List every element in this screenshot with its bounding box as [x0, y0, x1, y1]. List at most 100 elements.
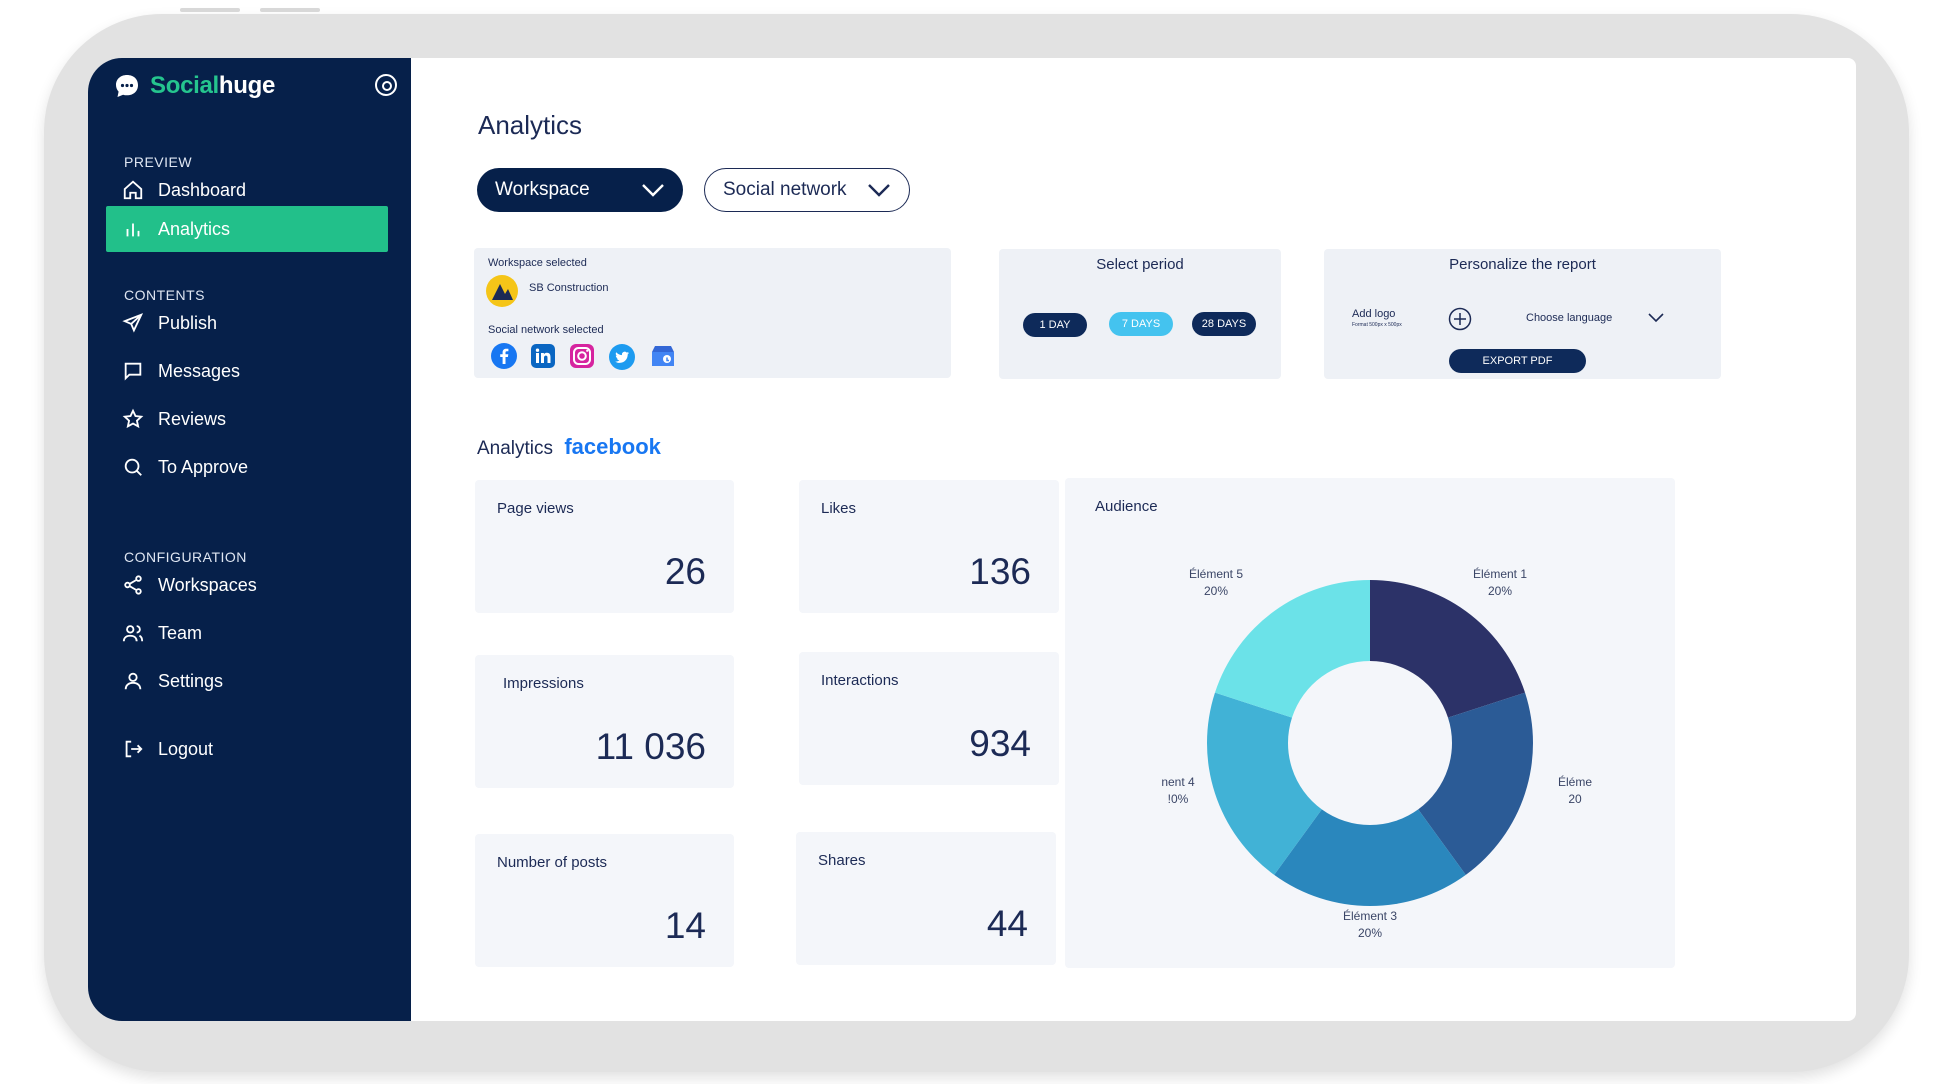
chevron-down-icon [642, 184, 664, 197]
sidebar-item-settings[interactable]: Settings [106, 658, 388, 704]
section-configuration: CONFIGURATION [124, 549, 247, 565]
period-1-day-button[interactable]: 1 DAY [1023, 313, 1087, 337]
sidebar-item-label: Workspaces [158, 574, 257, 595]
add-logo-icon[interactable] [1448, 307, 1472, 331]
metric-label: Number of posts [497, 854, 608, 871]
pie-label-4: nent 4 !0% [1153, 774, 1203, 808]
brand-name-part1: Social [150, 72, 219, 99]
sidebar-item-label: Messages [158, 360, 241, 381]
period-panel: Select period 1 DAY 7 DAYS 28 DAYS [999, 249, 1281, 379]
metric-label: Impressions [503, 675, 584, 692]
brand-name: Socialhuge [150, 72, 275, 100]
pie-slice-3 [1274, 809, 1466, 906]
pie-slice-4 [1207, 692, 1322, 875]
home-icon [123, 180, 143, 200]
workspace-selected-label: Workspace selected [488, 257, 587, 269]
sidebar-item-reviews[interactable]: Reviews [106, 396, 388, 442]
metric-label: Shares [818, 852, 866, 869]
export-pdf-button[interactable]: EXPORT PDF [1449, 349, 1586, 373]
section-contents: CONTENTS [124, 287, 205, 303]
pie-label-2: Éléme 20 [1545, 774, 1605, 808]
network-selected-label: Social network selected [488, 324, 604, 336]
sidebar: Socialhuge PREVIEW Dashboard Analytics C… [88, 58, 411, 1021]
sidebar-item-label: Reviews [158, 408, 227, 429]
sidebar-item-to-approve[interactable]: To Approve [106, 444, 388, 490]
metric-value: 934 [969, 723, 1031, 764]
period-title: Select period [1096, 256, 1184, 273]
pie-slice-2 [1418, 692, 1533, 875]
metric-label: Likes [821, 500, 857, 517]
period-7-days-button[interactable]: 7 DAYS [1109, 312, 1173, 336]
metric-value: 11 036 [595, 726, 706, 767]
page-title: Analytics [478, 110, 583, 140]
pie-label-1-pct: 20% [1487, 584, 1513, 598]
metric-card-likes: Likes 136 [799, 480, 1059, 613]
facebook-icon[interactable] [491, 343, 517, 369]
pie-label-1: Élément 1 20% [1465, 566, 1535, 600]
audience-panel: Audience Élément 1 20% Éléme 20 Élément 3 2… [1065, 478, 1675, 968]
search-icon [124, 458, 142, 476]
pie-label-5-name: Élément 5 [1188, 567, 1244, 581]
share-icon [124, 575, 142, 595]
choose-language-label[interactable]: Choose language [1526, 312, 1613, 324]
instagram-icon[interactable] [570, 344, 594, 368]
pie-label-1-name: Élément 1 [1472, 567, 1528, 581]
report-panel: Personalize the report Add logo Format 5… [1324, 249, 1721, 379]
sidebar-item-publish[interactable]: Publish [106, 300, 388, 346]
pie-label-3-pct: 20% [1357, 926, 1383, 940]
pie-label-3: Élément 3 20% [1335, 908, 1405, 942]
sidebar-item-team[interactable]: Team [106, 610, 388, 656]
team-icon [122, 625, 144, 642]
audience-donut-chart [1207, 580, 1533, 906]
chat-bubble-icon [116, 75, 138, 97]
sidebar-item-analytics[interactable]: Analytics [106, 206, 388, 252]
metric-value: 136 [969, 551, 1031, 592]
linkedin-icon[interactable] [531, 344, 555, 368]
chevron-down-icon[interactable] [1648, 313, 1664, 323]
sidebar-item-dashboard[interactable]: Dashboard [106, 167, 388, 213]
logout-icon [125, 740, 143, 758]
metric-card-page-views: Page views 26 [475, 480, 734, 613]
send-icon [122, 313, 144, 333]
pie-label-5-pct: 20% [1203, 584, 1229, 598]
chevron-down-icon [868, 184, 890, 197]
bar-chart-icon [126, 223, 140, 237]
star-icon [122, 408, 144, 429]
main-content: Analytics Workspace Social network Works… [411, 58, 1856, 1021]
collapse-icon[interactable] [375, 74, 397, 96]
tablet-button [260, 8, 320, 12]
social-network-dropdown-label: Social network [723, 179, 847, 200]
pie-label-3-name: Élément 3 [1342, 909, 1398, 923]
sidebar-item-label: Dashboard [158, 179, 247, 200]
workspace-panel: Workspace selected SB Construction Socia… [474, 248, 951, 378]
sidebar-item-logout[interactable]: Logout [106, 726, 388, 772]
metric-card-number-of-posts: Number of posts 14 [475, 834, 734, 967]
facebook-wordmark: facebook [564, 434, 661, 459]
workspace-dropdown-label: Workspace [495, 179, 590, 200]
section-heading-prefix: Analytics [477, 438, 554, 459]
metric-card-impressions: Impressions 11 036 [475, 655, 734, 788]
social-network-dropdown[interactable]: Social network [704, 168, 910, 212]
sidebar-item-label: Analytics [158, 218, 231, 239]
sidebar-item-label: Logout [158, 738, 214, 759]
user-icon [124, 672, 142, 690]
tablet-button [180, 8, 240, 12]
section-preview: PREVIEW [124, 154, 193, 170]
pie-label-2-pct: 20 [1568, 792, 1582, 806]
metric-card-shares: Shares 44 [796, 832, 1056, 965]
pie-label-4-name: nent 4 [1161, 775, 1195, 789]
sidebar-item-label: Settings [158, 670, 224, 691]
workspace-dropdown[interactable]: Workspace [477, 168, 683, 212]
metric-label: Interactions [821, 672, 899, 689]
section-heading: Analytics facebook [477, 434, 661, 460]
pie-label-5: Élément 5 20% [1181, 566, 1251, 600]
twitter-icon[interactable] [609, 344, 635, 370]
sidebar-item-workspaces[interactable]: Workspaces [106, 562, 388, 608]
metric-value: 26 [664, 551, 706, 592]
add-logo-format: Format 500px x 500px [1352, 322, 1402, 328]
sidebar-item-messages[interactable]: Messages [106, 348, 388, 394]
brand-logo[interactable]: Socialhuge [114, 72, 275, 100]
google-business-icon[interactable] [650, 344, 676, 368]
period-28-days-button[interactable]: 28 DAYS [1192, 312, 1256, 336]
metric-label: Page views [497, 500, 574, 517]
